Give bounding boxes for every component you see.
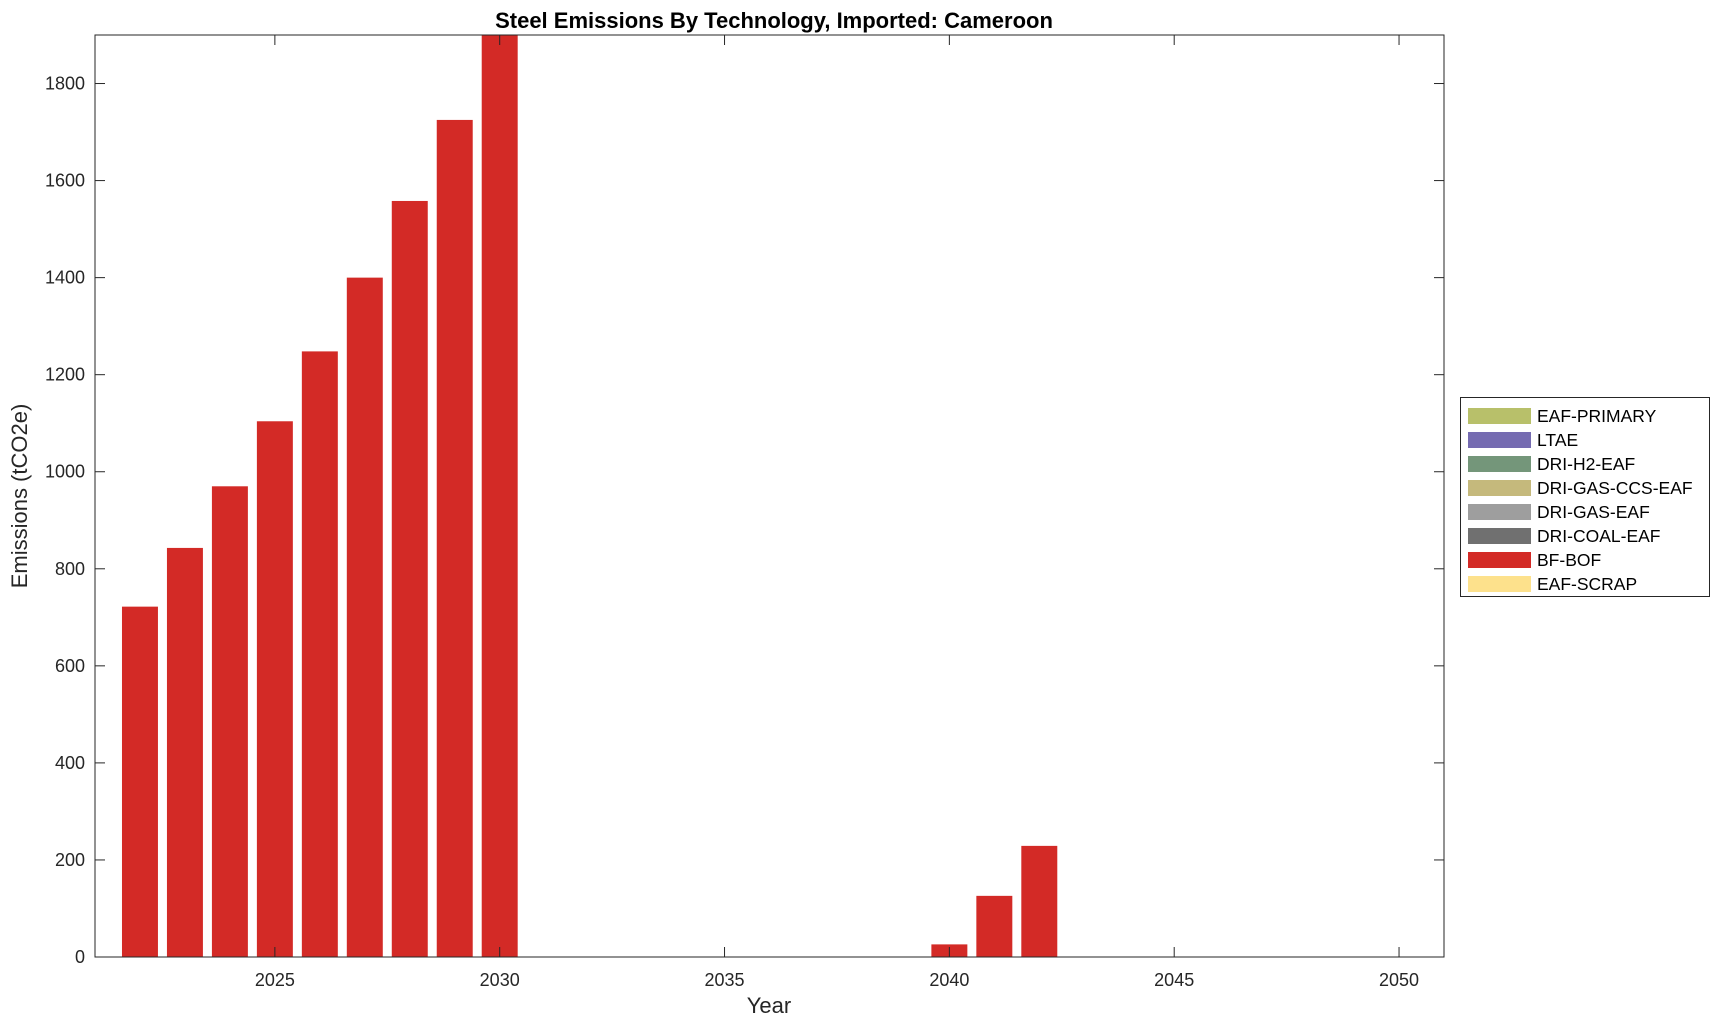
legend-swatch (1468, 552, 1531, 568)
y-axis-label: Emissions (tCO2e) (7, 404, 32, 589)
legend-swatch (1468, 456, 1531, 472)
legend-label: DRI-GAS-CCS-EAF (1537, 477, 1693, 498)
bar-bf-bof-2029 (436, 119, 473, 958)
legend-swatch (1468, 504, 1531, 520)
legend-item: DRI-H2-EAF (1461, 452, 1709, 476)
bar-bf-bof-2025 (256, 421, 293, 957)
y-tick-label: 1800 (45, 74, 85, 94)
legend-swatch (1468, 480, 1531, 496)
y-tick-label: 1000 (45, 462, 85, 482)
legend-label: BF-BOF (1537, 549, 1602, 570)
y-tick-label: 200 (55, 850, 85, 870)
legend-item: EAF-PRIMARY (1461, 404, 1709, 428)
y-axis: 0 200 400 600 800 1000 1200 1400 1600 1800 (45, 74, 1444, 967)
x-tick-label: 2050 (1379, 970, 1419, 990)
legend-label: DRI-COAL-EAF (1537, 525, 1661, 546)
y-tick-label: 800 (55, 559, 85, 579)
bar-bf-bof-2022 (121, 606, 158, 957)
legend-item: LTAE (1461, 428, 1709, 452)
y-tick-label: 1400 (45, 268, 85, 288)
bar-bf-bof-2027 (346, 277, 383, 957)
bars-layer (121, 35, 1058, 958)
bar-bf-bof-2024 (211, 486, 248, 957)
bar-bf-bof-2030 (481, 35, 518, 957)
legend-item: BF-BOF (1461, 548, 1709, 572)
legend-item: DRI-GAS-EAF (1461, 500, 1709, 524)
legend-item: DRI-GAS-CCS-EAF (1461, 476, 1709, 500)
x-tick-label: 2035 (705, 970, 745, 990)
legend-label: EAF-SCRAP (1537, 573, 1638, 594)
bar-bf-bof-2023 (166, 547, 203, 957)
legend-label: DRI-GAS-EAF (1537, 501, 1650, 522)
bar-bf-bof-2028 (391, 200, 428, 957)
x-axis-label: Year (747, 993, 791, 1018)
y-tick-label: 1600 (45, 171, 85, 191)
legend-swatch (1468, 528, 1531, 544)
x-tick-label: 2045 (1154, 970, 1194, 990)
legend-label: EAF-PRIMARY (1537, 405, 1657, 426)
legend-item: EAF-SCRAP (1461, 572, 1709, 596)
legend: EAF-PRIMARY LTAE DRI-H2-EAF DRI-GAS-CCS-EAF… (1460, 397, 1710, 597)
y-tick-label: 400 (55, 753, 85, 773)
legend-label: LTAE (1537, 429, 1579, 450)
legend-swatch (1468, 432, 1531, 448)
x-tick-label: 2030 (480, 970, 520, 990)
y-tick-label: 600 (55, 656, 85, 676)
bar-bf-bof-2042 (1021, 845, 1058, 957)
y-tick-label: 1200 (45, 365, 85, 385)
legend-swatch (1468, 408, 1531, 424)
chart-title: Steel Emissions By Technology, Imported:… (495, 8, 1053, 33)
x-axis: 2025 2030 2035 2040 2045 2050 (255, 35, 1419, 990)
bar-bf-bof-2041 (976, 895, 1013, 957)
legend-item: DRI-COAL-EAF (1461, 524, 1709, 548)
x-tick-label: 2025 (255, 970, 295, 990)
x-tick-label: 2040 (929, 970, 969, 990)
legend-label: DRI-H2-EAF (1537, 453, 1636, 474)
bar-bf-bof-2026 (301, 351, 338, 957)
plot-area-frame (94, 34, 1445, 958)
y-tick-label: 0 (75, 947, 85, 967)
legend-swatch (1468, 576, 1531, 592)
